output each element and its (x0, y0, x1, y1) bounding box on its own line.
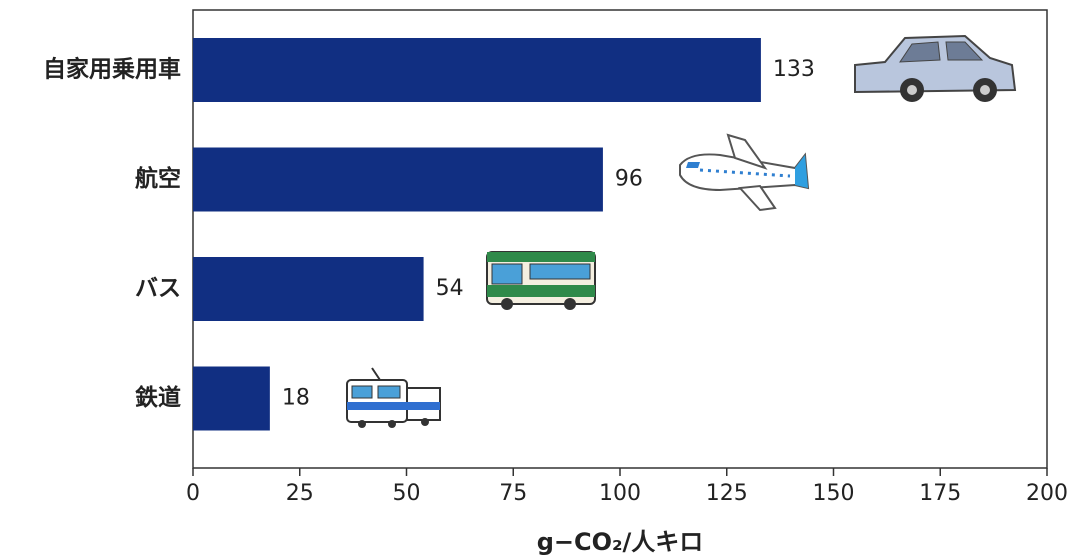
x-tick-label: 175 (919, 481, 961, 506)
x-tick-label: 0 (186, 481, 200, 506)
bar (193, 147, 603, 212)
x-tick-label: 125 (706, 481, 748, 506)
bar (193, 257, 424, 321)
x-tick-label: 75 (499, 481, 527, 506)
value-label: 18 (282, 386, 310, 411)
plane-icon (679, 133, 810, 212)
y-tick-label: 自家用乗用車 (43, 56, 181, 83)
x-tick-label: 100 (599, 481, 641, 506)
x-tick-label: 50 (393, 481, 421, 506)
x-tick-label: 200 (1026, 481, 1068, 506)
x-tick-label: 150 (813, 481, 855, 506)
value-label: 133 (773, 57, 815, 82)
car-icon (854, 34, 1017, 102)
train-icon (346, 367, 441, 428)
y-tick-label: 航空 (135, 165, 181, 192)
x-axis-label: g−CO₂/人キロ (537, 528, 704, 556)
y-tick-label: 鉄道 (135, 384, 181, 411)
x-tick-label: 25 (286, 481, 314, 506)
bus-icon (486, 251, 596, 310)
y-tick-label: バス (135, 276, 181, 302)
bar (193, 366, 270, 431)
value-label: 96 (615, 167, 643, 192)
bar (193, 38, 761, 102)
value-label: 54 (436, 276, 464, 301)
